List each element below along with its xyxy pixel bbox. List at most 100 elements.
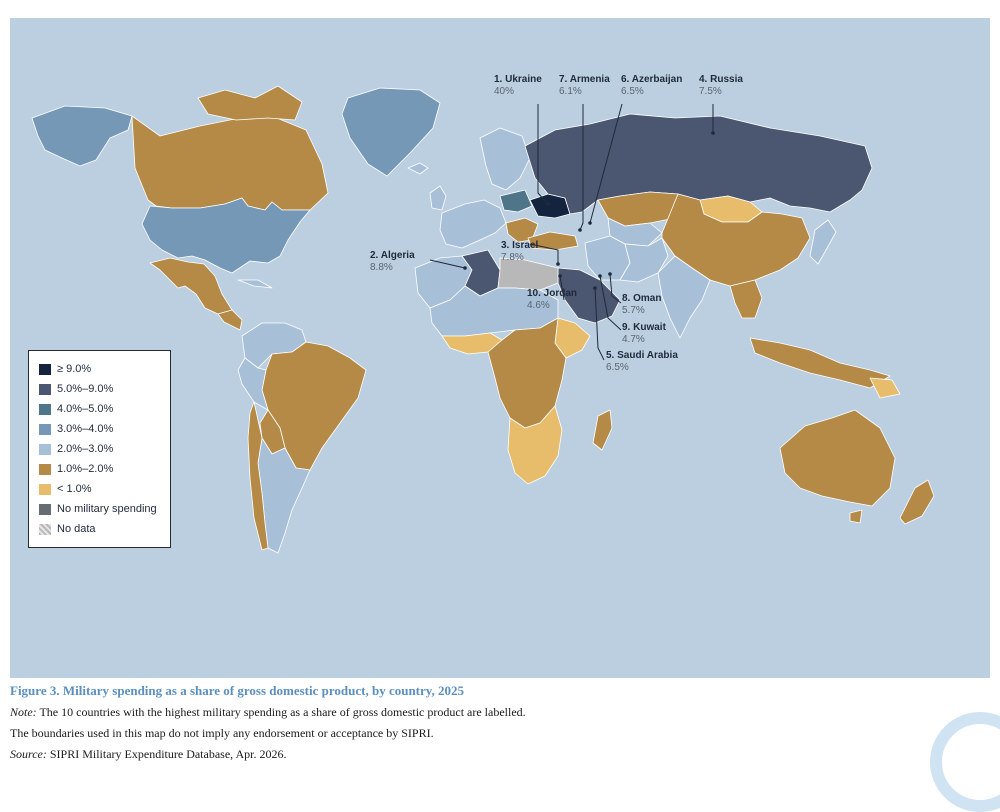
country-turkey [527, 231, 579, 251]
note-label: Note: [10, 705, 37, 719]
country-canada [131, 115, 329, 211]
callout-country-name: 6. Azerbaijan [621, 74, 682, 85]
callout-anchor-dot [556, 262, 560, 266]
country-southern-africa [507, 405, 563, 485]
color-swatch-icon [39, 423, 51, 435]
callout-anchor-dot [608, 272, 612, 276]
callout-country-name: 4. Russia [699, 74, 743, 85]
callout-leader-line [589, 103, 623, 224]
callout-leader-line [537, 104, 549, 205]
callout-leader-line [594, 287, 605, 361]
callout-anchor-dot [598, 274, 602, 278]
legend-label: ≥ 9.0% [57, 363, 92, 375]
country-russia [524, 113, 873, 215]
callout-country-name: 2. Algeria [370, 250, 415, 261]
callout-country-name: 9. Kuwait [622, 322, 667, 333]
country-tasmania [849, 509, 863, 524]
country-uk-ireland [429, 185, 447, 211]
country-arabia [557, 267, 621, 324]
legend-item: ≥ 9.0% [39, 359, 170, 379]
country-papua [869, 377, 901, 399]
note-text: The 10 countries with the highest milita… [36, 705, 526, 719]
color-swatch-icon [39, 363, 51, 375]
world-map: 1. Ukraine 40% 7. Armenia 6.1% 6. Azerbaijan… [10, 18, 990, 678]
country-korea-japan [809, 219, 837, 265]
callout-anchor-dot [558, 274, 562, 278]
callout-country-name: 10. Jordan [527, 288, 577, 299]
country-poland-baltics [499, 189, 533, 213]
callout-leader-line [609, 273, 622, 304]
source-label: Source: [10, 747, 47, 761]
color-swatch-icon [39, 463, 51, 475]
country-scandinavia [479, 127, 531, 191]
country-australia [779, 409, 896, 507]
callout-leader-line [529, 243, 559, 264]
color-swatch-icon [39, 383, 51, 395]
callout-anchor-dot [711, 131, 715, 135]
callout-anchor-dot [546, 202, 550, 206]
legend-item: 4.0%–5.0% [39, 399, 170, 419]
callout-value: 6.1% [559, 86, 582, 97]
callout-anchor-dot [463, 266, 467, 270]
country-alaska [31, 105, 133, 167]
callout-anchor-dot [578, 228, 582, 232]
color-swatch-icon [39, 503, 51, 515]
country-arctic-islands [197, 85, 303, 121]
legend-item: 3.0%–4.0% [39, 419, 170, 439]
callout-value: 7.8% [501, 252, 524, 263]
legend-label: 2.0%–3.0% [57, 443, 114, 455]
legend-item: 1.0%–2.0% [39, 459, 170, 479]
callout-value: 4.6% [527, 300, 550, 311]
source-line: Source: SIPRI Military Expenditure Datab… [10, 747, 910, 761]
country-peru [237, 357, 269, 411]
corner-ring-decoration [930, 712, 1000, 812]
legend-item: No data [39, 519, 170, 539]
country-usa [141, 197, 311, 274]
callout-value: 4.7% [622, 334, 645, 345]
legend-label: 4.0%–5.0% [57, 403, 114, 415]
boundaries-disclaimer: The boundaries used in this map do not i… [10, 726, 434, 740]
callout-value: 8.8% [370, 262, 393, 273]
legend-item: 2.0%–3.0% [39, 439, 170, 459]
callout-anchor-dot [593, 286, 597, 290]
country-western-europe [439, 199, 507, 249]
callout-country-name: 1. Ukraine [494, 74, 542, 85]
callout-country-name: 7. Armenia [559, 74, 610, 85]
callout-value: 40% [494, 86, 514, 97]
legend-label: < 1.0% [57, 483, 92, 495]
country-central-africa [487, 317, 567, 429]
color-swatch-icon [39, 403, 51, 415]
country-new-zealand [899, 479, 935, 525]
map-legend: ≥ 9.0% 5.0%–9.0% 4.0%–5.0% 3.0%–4.0% 2.0%–3.… [28, 350, 171, 548]
color-swatch-icon [39, 483, 51, 495]
legend-label: 1.0%–2.0% [57, 463, 114, 475]
country-greenland [341, 87, 441, 177]
callout-value: 6.5% [606, 362, 629, 373]
country-central-america [217, 309, 243, 331]
legend-item: < 1.0% [39, 479, 170, 499]
color-swatch-icon [39, 443, 51, 455]
legend-label: 3.0%–4.0% [57, 423, 114, 435]
callout-leader-line [579, 104, 584, 231]
country-chile [247, 401, 269, 551]
callout-leader-line [429, 259, 466, 269]
callout-anchor-dot [588, 221, 592, 225]
callout-leader-line [559, 275, 565, 301]
figure-title: Figure 3. Military spending as a share o… [10, 683, 465, 698]
callout-country-name: 3. Israel [501, 240, 538, 251]
legend-item: 5.0%–9.0% [39, 379, 170, 399]
callout-value: 6.5% [621, 86, 644, 97]
legend-item: No military spending [39, 499, 170, 519]
legend-label: No data [57, 523, 96, 535]
